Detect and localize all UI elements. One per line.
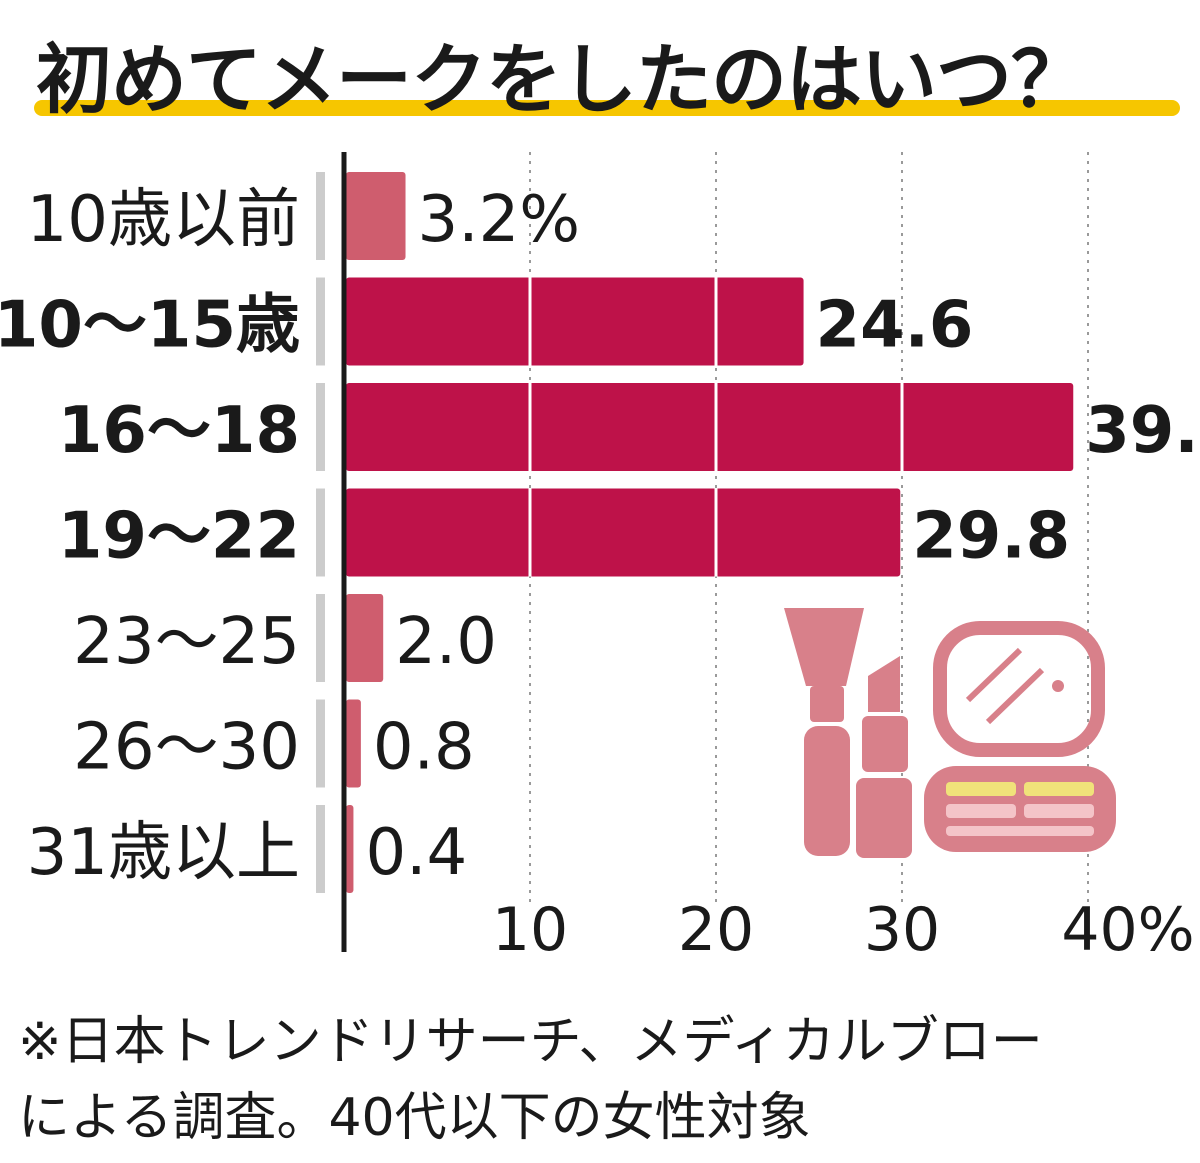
mirror-dot (1052, 680, 1064, 692)
bar (346, 488, 901, 577)
title-text: 初めてメークをしたのはいつ？ (36, 35, 1087, 124)
mirror-glint-1 (965, 647, 1023, 703)
brush-head (784, 608, 864, 686)
bar (346, 172, 406, 260)
chart-title: 初めてメークをしたのはいつ？ (30, 8, 1190, 124)
category-label: 19～22 (58, 500, 300, 574)
category-tick (316, 805, 325, 893)
category-tick (316, 594, 325, 682)
category-label: 23～25 (73, 605, 300, 679)
bar (346, 277, 804, 366)
bar-chart: 10歳以前 3.2% 10～15歳 24.6 16～18 39.1 19～22 29.8 23～… (0, 152, 1200, 965)
category-label: 10～15歳 (0, 289, 300, 363)
value-label: 39.1 (1085, 394, 1200, 468)
value-label: 29.8 (912, 500, 1070, 574)
brush-handle (804, 726, 850, 856)
title-underline (34, 100, 1180, 116)
compact-mirror-frame (933, 621, 1105, 757)
value-label: 0.4 (365, 816, 467, 890)
bar (346, 699, 361, 788)
x-tick-label: 30 (864, 895, 940, 965)
value-label: 2.0 (395, 605, 497, 679)
bar-layer (316, 172, 1074, 893)
label-layer: 10歳以前 3.2% 10～15歳 24.6 16～18 39.1 19～22 29.8 23～… (0, 152, 1200, 965)
category-tick (316, 488, 325, 577)
x-tick-label: 10 (492, 895, 568, 965)
category-tick (316, 699, 325, 788)
lipstick-case (856, 778, 912, 858)
palette-applicator (946, 826, 1094, 836)
palette-yellow-2 (1024, 782, 1094, 796)
x-tick-label: 40% (1061, 895, 1194, 965)
x-tick-label: 20 (678, 895, 754, 965)
category-label: 16～18 (58, 394, 300, 468)
makeup-brush-icon (784, 608, 864, 856)
compact-icon (924, 621, 1116, 852)
category-tick (316, 383, 325, 471)
lipstick-icon (856, 656, 912, 858)
lipstick-collar (862, 716, 908, 772)
palette-pink-1 (946, 804, 1016, 818)
bar (346, 383, 1074, 471)
category-label: 31歳以上 (27, 816, 300, 890)
value-label: 3.2% (418, 183, 581, 257)
category-tick (316, 172, 325, 260)
source-note: ※日本トレンドリサーチ、メディカルブロー による調査。40代以下の女性対象 (18, 1004, 1188, 1156)
value-label: 0.8 (373, 711, 475, 785)
category-tick (316, 277, 325, 366)
source-line-1: ※日本トレンドリサーチ、メディカルブロー (18, 1012, 1043, 1072)
bar (346, 805, 354, 893)
category-label: 26～30 (73, 711, 300, 785)
category-label: 10歳以前 (27, 183, 300, 257)
cosmetics-illustration (784, 608, 1116, 858)
value-label: 24.6 (816, 289, 974, 363)
palette-yellow-1 (946, 782, 1016, 796)
palette-pink-2 (1024, 804, 1094, 818)
lipstick-tip (868, 656, 900, 712)
brush-ferrule (810, 686, 844, 722)
bar (346, 594, 384, 682)
mirror-glint-2 (985, 667, 1045, 725)
source-line-2: による調査。40代以下の女性対象 (18, 1088, 811, 1148)
